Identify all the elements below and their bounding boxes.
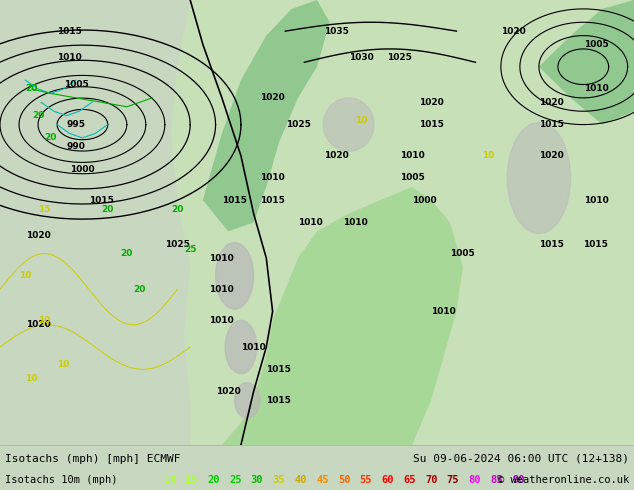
Ellipse shape (323, 98, 374, 151)
Text: 1020: 1020 (501, 26, 526, 36)
Text: 1020: 1020 (216, 387, 241, 396)
Text: 15: 15 (38, 205, 51, 214)
Text: 1000: 1000 (413, 196, 437, 205)
Text: 1025: 1025 (387, 53, 412, 62)
Text: 1010: 1010 (342, 218, 368, 227)
Text: 1020: 1020 (260, 94, 285, 102)
Text: 1005: 1005 (399, 173, 425, 182)
Text: 1015: 1015 (89, 196, 114, 205)
Text: 15: 15 (185, 475, 198, 485)
Polygon shape (539, 0, 634, 124)
Text: 75: 75 (447, 475, 459, 485)
Text: 20: 20 (44, 133, 57, 143)
Polygon shape (203, 0, 330, 231)
Text: 1010: 1010 (209, 285, 235, 294)
Text: 1020: 1020 (25, 320, 51, 329)
Text: 1010: 1010 (399, 151, 425, 160)
Text: 25: 25 (184, 245, 197, 254)
Text: 10: 10 (19, 271, 32, 280)
Text: 1020: 1020 (25, 231, 51, 240)
Ellipse shape (216, 243, 254, 309)
Text: 1005: 1005 (63, 80, 89, 89)
Ellipse shape (507, 122, 571, 234)
Text: 30: 30 (250, 475, 263, 485)
Text: 10: 10 (57, 360, 70, 369)
Text: Isotachs (mph) [mph] ECMWF: Isotachs (mph) [mph] ECMWF (5, 454, 181, 464)
Text: 1020: 1020 (539, 151, 564, 160)
Text: Isotachs 10m (mph): Isotachs 10m (mph) (5, 475, 117, 485)
Text: 995: 995 (67, 120, 86, 129)
Text: 1015: 1015 (266, 365, 292, 374)
Text: 1015: 1015 (418, 120, 444, 129)
Text: 20: 20 (120, 249, 133, 258)
Text: 10: 10 (25, 374, 38, 383)
Text: 1015: 1015 (583, 240, 609, 249)
Text: 1025: 1025 (285, 120, 311, 129)
Polygon shape (171, 0, 634, 445)
Text: 40: 40 (294, 475, 307, 485)
Text: 10: 10 (355, 116, 368, 124)
Text: 1010: 1010 (57, 53, 82, 62)
Text: 20: 20 (171, 205, 184, 214)
Text: 1015: 1015 (260, 196, 285, 205)
Text: 1020: 1020 (418, 98, 444, 107)
Text: 1010: 1010 (583, 196, 609, 205)
Text: 80: 80 (469, 475, 481, 485)
Text: 1020: 1020 (323, 151, 349, 160)
Text: 1010: 1010 (298, 218, 323, 227)
Text: 1010: 1010 (431, 307, 456, 316)
Ellipse shape (235, 383, 260, 418)
Text: 1030: 1030 (349, 53, 374, 62)
Text: 1015: 1015 (266, 396, 292, 405)
Text: 1035: 1035 (323, 26, 349, 36)
Text: 55: 55 (359, 475, 372, 485)
Text: 20: 20 (101, 205, 114, 214)
Text: 20: 20 (32, 111, 44, 120)
Text: 20: 20 (133, 285, 146, 294)
Ellipse shape (225, 320, 257, 374)
Polygon shape (203, 187, 463, 445)
Text: 1010: 1010 (260, 173, 285, 182)
Text: 85: 85 (490, 475, 503, 485)
Text: 60: 60 (382, 475, 394, 485)
Text: 1005: 1005 (450, 249, 476, 258)
Text: 1010: 1010 (583, 84, 609, 94)
Text: 1020: 1020 (539, 98, 564, 107)
Text: 90: 90 (512, 475, 524, 485)
Text: © weatheronline.co.uk: © weatheronline.co.uk (498, 475, 629, 485)
Text: 990: 990 (67, 142, 86, 151)
Text: 1005: 1005 (583, 40, 609, 49)
Text: 1015: 1015 (539, 120, 564, 129)
Text: 65: 65 (403, 475, 416, 485)
Text: 45: 45 (316, 475, 328, 485)
Text: 1015: 1015 (222, 196, 247, 205)
Text: 10: 10 (164, 475, 176, 485)
Text: 50: 50 (338, 475, 351, 485)
Text: 10: 10 (482, 151, 495, 160)
Text: 1010: 1010 (209, 253, 235, 263)
Text: 70: 70 (425, 475, 437, 485)
Text: 25: 25 (229, 475, 242, 485)
Text: 1000: 1000 (70, 165, 94, 173)
Text: 1025: 1025 (165, 240, 190, 249)
Text: Su 09-06-2024 06:00 UTC (12+138): Su 09-06-2024 06:00 UTC (12+138) (413, 454, 629, 464)
Text: 20: 20 (25, 84, 38, 94)
Text: 1015: 1015 (57, 26, 82, 36)
Text: 10: 10 (38, 316, 51, 325)
Text: 1015: 1015 (539, 240, 564, 249)
Text: 20: 20 (207, 475, 219, 485)
Text: 1010: 1010 (241, 343, 266, 351)
Text: 35: 35 (273, 475, 285, 485)
Text: 1010: 1010 (209, 316, 235, 325)
